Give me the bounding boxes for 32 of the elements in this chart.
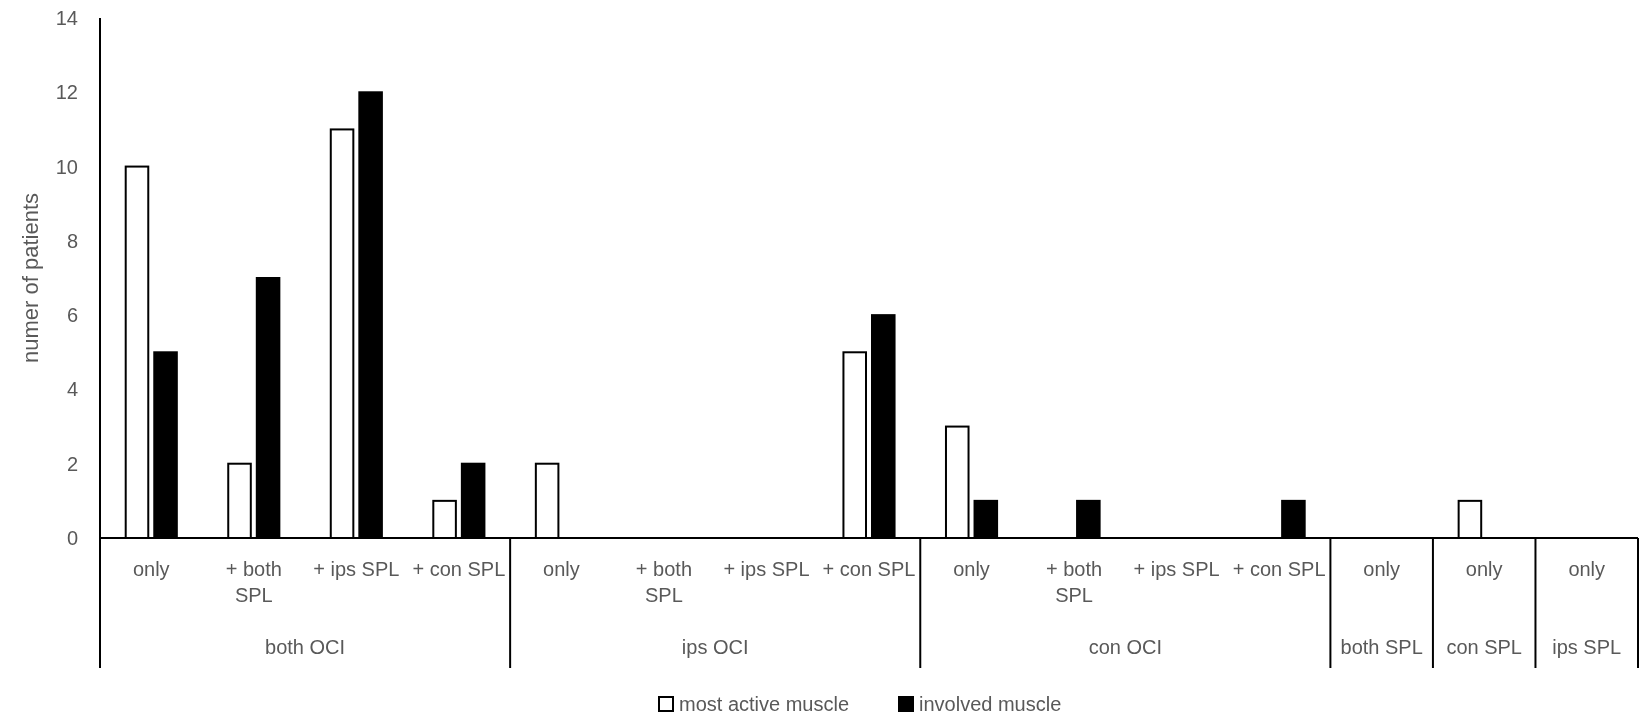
text: ips SPL — [1552, 636, 1622, 658]
y-tick-label: 8 — [66, 229, 78, 252]
text: ips OCI — [681, 636, 749, 658]
x-tick-label: + ips SPL — [1133, 558, 1220, 580]
x-tick-label: only — [1568, 558, 1606, 580]
text: con SPL — [1446, 636, 1522, 658]
y-tick-label: 0 — [66, 527, 78, 549]
y-tick-label: 12 — [55, 81, 78, 104]
x-tick-label: + both SPL — [225, 558, 282, 606]
text: con OCI — [1088, 636, 1163, 658]
y-axis-title: numer of patients — [18, 193, 43, 363]
x-tick-label: only — [543, 558, 580, 580]
legend-label: most active muscle — [679, 693, 850, 715]
x-tick-label: + con SPL — [822, 558, 916, 580]
x-tick-label: + ips SPL — [723, 558, 810, 580]
y-tick-label: 14 — [55, 7, 78, 29]
y-tick-label: 2 — [66, 452, 78, 475]
x-tick-label: only — [953, 558, 990, 580]
x-tick-label: + con SPL — [412, 558, 506, 580]
x-tick-label: + con SPL — [1232, 558, 1326, 580]
text: both OCI — [265, 636, 346, 658]
x-tick-label: + ips SPL — [313, 558, 400, 580]
x-tick-label: only — [1465, 558, 1503, 580]
x-tick-label: + both SPL — [635, 558, 693, 606]
text: both SPL — [1340, 636, 1423, 658]
x-tick-label: only — [132, 558, 170, 580]
y-tick-label: 4 — [66, 378, 78, 401]
x-tick-label: only — [1363, 558, 1401, 580]
legend-label: involved muscle — [919, 693, 1062, 715]
x-tick-label: + both SPL — [1045, 558, 1103, 606]
y-tick-label: 10 — [55, 155, 78, 178]
y-tick-label: 6 — [66, 304, 78, 327]
